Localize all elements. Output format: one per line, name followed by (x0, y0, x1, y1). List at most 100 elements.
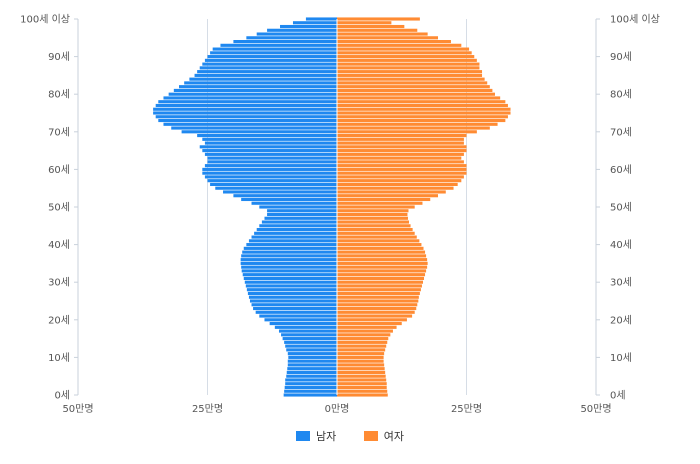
bar-male-age-2[interactable] (284, 385, 337, 390)
bar-female-age-68[interactable] (337, 137, 464, 141)
bar-female-age-46[interactable] (337, 220, 409, 224)
bar-female-age-58[interactable] (337, 175, 464, 179)
bar-female-age-38[interactable] (337, 250, 426, 254)
bar-male-age-16[interactable] (281, 333, 337, 337)
bar-female-age-32[interactable] (337, 273, 426, 277)
bar-female-age-42[interactable] (337, 235, 417, 239)
bar-female-age-96[interactable] (337, 32, 428, 36)
bar-female-age-22[interactable] (337, 310, 415, 314)
bar-male-age-52[interactable] (241, 197, 337, 202)
bar-male-age-9[interactable] (287, 359, 337, 363)
bar-female-age-12[interactable] (337, 348, 386, 352)
bar-male-age-58[interactable] (204, 175, 337, 179)
bar-female-age-51[interactable] (337, 201, 423, 205)
bar-female-age-33[interactable] (337, 269, 427, 273)
bar-male-age-73[interactable] (158, 118, 337, 123)
bar-female-age-63[interactable] (337, 156, 462, 160)
bar-female-age-90[interactable] (337, 55, 475, 59)
bar-female-age-95[interactable] (337, 36, 439, 40)
bar-female-age-73[interactable] (337, 118, 506, 123)
bar-male-age-13[interactable] (285, 344, 337, 348)
legend-item-male[interactable]: 남자 (296, 428, 336, 444)
bar-female-age-16[interactable] (337, 333, 391, 337)
bar-male-age-20[interactable] (264, 318, 337, 322)
bar-male-age-68[interactable] (202, 137, 337, 141)
bar-female-age-4[interactable] (337, 378, 387, 382)
bar-female-age-76[interactable] (337, 107, 511, 111)
bar-male-age-5[interactable] (286, 374, 337, 378)
bar-male-age-80[interactable] (168, 92, 337, 96)
bar-male-age-36[interactable] (240, 258, 337, 262)
bar-male-age-51[interactable] (251, 201, 337, 205)
bar-male-age-14[interactable] (284, 340, 337, 344)
bar-male-age-43[interactable] (254, 231, 337, 235)
bar-male-age-97[interactable] (267, 28, 337, 32)
bar-female-age-37[interactable] (337, 254, 427, 258)
bar-female-age-6[interactable] (337, 370, 386, 374)
bar-male-age-75[interactable] (153, 111, 337, 115)
bar-male-age-29[interactable] (245, 284, 337, 288)
bar-female-age-45[interactable] (337, 224, 411, 228)
bar-female-age-47[interactable] (337, 216, 408, 220)
bar-male-age-44[interactable] (256, 228, 337, 232)
bar-female-age-18[interactable] (337, 325, 397, 329)
bar-female-age-100[interactable] (337, 17, 420, 21)
bar-male-age-27[interactable] (247, 291, 337, 296)
bar-female-age-14[interactable] (337, 340, 388, 344)
bar-female-age-83[interactable] (337, 81, 488, 85)
bar-female-age-19[interactable] (337, 322, 402, 326)
bar-female-age-64[interactable] (337, 152, 464, 156)
legend-item-female[interactable]: 여자 (363, 428, 404, 444)
bar-female-age-86[interactable] (337, 70, 483, 74)
bar-female-age-10[interactable] (337, 355, 384, 359)
bar-male-age-22[interactable] (255, 310, 337, 314)
bar-female-age-43[interactable] (337, 231, 415, 235)
bar-male-age-90[interactable] (207, 55, 338, 59)
bar-male-age-72[interactable] (163, 122, 337, 126)
bar-male-age-41[interactable] (248, 239, 337, 243)
bar-male-age-93[interactable] (220, 43, 337, 47)
bar-male-age-65[interactable] (202, 149, 337, 153)
bar-male-age-63[interactable] (207, 156, 338, 160)
bar-male-age-84[interactable] (189, 77, 337, 81)
bar-female-age-17[interactable] (337, 329, 393, 333)
bar-male-age-10[interactable] (288, 355, 337, 359)
bar-male-age-3[interactable] (285, 382, 337, 386)
bar-male-age-96[interactable] (256, 32, 337, 36)
bar-male-age-34[interactable] (241, 265, 337, 269)
bar-male-age-24[interactable] (251, 303, 337, 307)
bar-male-age-7[interactable] (287, 367, 337, 371)
bar-male-age-91[interactable] (210, 51, 337, 55)
bar-female-age-78[interactable] (337, 100, 506, 104)
bar-female-age-1[interactable] (337, 389, 388, 393)
bar-female-age-23[interactable] (337, 306, 417, 311)
bar-female-age-11[interactable] (337, 352, 385, 356)
bar-male-age-55[interactable] (215, 186, 337, 190)
bar-female-age-53[interactable] (337, 194, 439, 198)
bar-female-age-48[interactable] (337, 212, 408, 217)
bar-female-age-31[interactable] (337, 276, 425, 280)
bar-female-age-55[interactable] (337, 186, 454, 190)
bar-female-age-50[interactable] (337, 205, 415, 209)
bar-male-age-19[interactable] (269, 322, 337, 326)
bar-male-age-1[interactable] (284, 389, 337, 393)
bar-female-age-65[interactable] (337, 149, 467, 153)
bar-female-age-60[interactable] (337, 167, 467, 171)
bar-male-age-28[interactable] (246, 288, 337, 292)
bar-female-age-99[interactable] (337, 21, 392, 25)
bar-male-age-77[interactable] (155, 103, 337, 108)
bar-male-age-15[interactable] (282, 337, 337, 341)
bar-female-age-66[interactable] (337, 145, 467, 149)
bar-male-age-32[interactable] (242, 273, 337, 277)
bar-male-age-59[interactable] (202, 171, 337, 175)
bar-male-age-26[interactable] (248, 295, 337, 299)
bar-female-age-91[interactable] (337, 51, 472, 55)
bar-male-age-38[interactable] (242, 250, 337, 254)
bar-female-age-97[interactable] (337, 28, 418, 32)
bar-male-age-12[interactable] (286, 348, 337, 352)
bar-female-age-5[interactable] (337, 374, 386, 378)
bar-male-age-85[interactable] (194, 73, 337, 77)
bar-male-age-78[interactable] (158, 100, 337, 104)
bar-male-age-0[interactable] (283, 393, 337, 397)
bar-male-age-47[interactable] (264, 216, 337, 220)
